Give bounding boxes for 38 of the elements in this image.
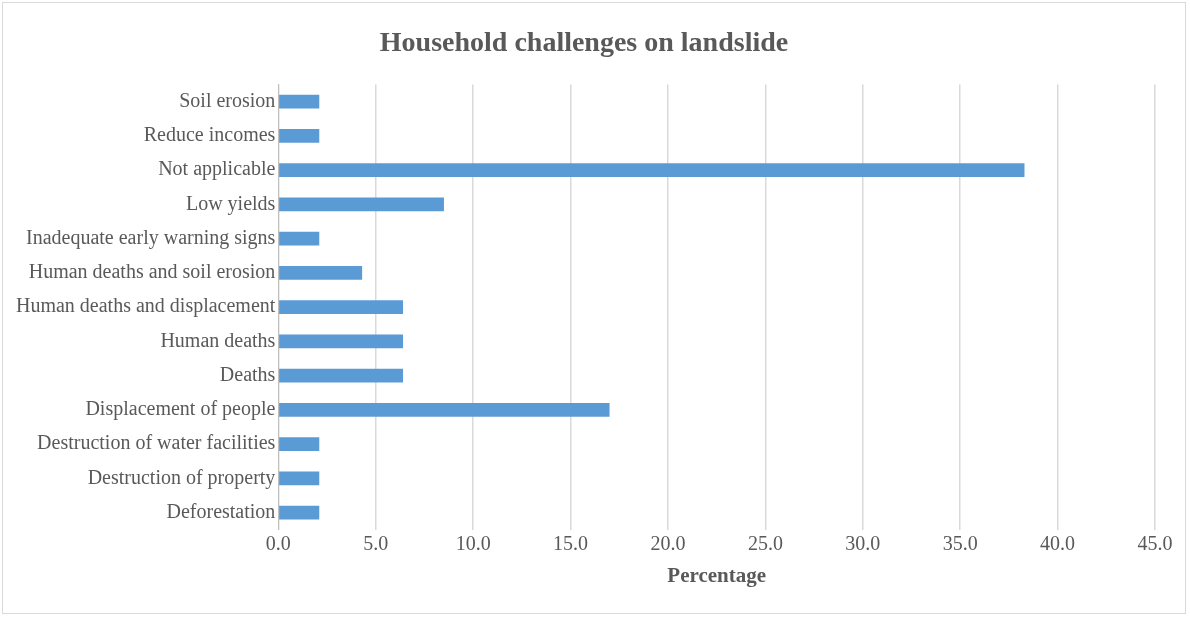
- y-tick-label: Human deaths and soil erosion: [28, 260, 276, 283]
- x-tick-label: 5.0: [363, 532, 389, 555]
- bar: [279, 437, 320, 452]
- y-tick-label: Deforestation: [166, 499, 276, 522]
- x-tick-label: 40.0: [1040, 532, 1076, 555]
- bar: [279, 403, 610, 417]
- bar: [279, 471, 320, 486]
- x-tick-label: 45.0: [1137, 532, 1173, 555]
- x-tick-label: 25.0: [747, 532, 783, 555]
- bar: [279, 505, 320, 520]
- bar: [279, 129, 320, 143]
- bar: [279, 368, 404, 383]
- y-tick-label: Displacement of people: [85, 397, 276, 421]
- y-tick-label: Deaths: [219, 362, 276, 385]
- bar: [279, 163, 1025, 178]
- y-tick-label: Human deaths: [160, 328, 276, 351]
- x-tick-label: 20.0: [650, 532, 686, 555]
- y-tick-label: Destruction of property: [87, 465, 276, 489]
- bar: [279, 334, 404, 349]
- x-axis-title: Percentage: [667, 562, 767, 587]
- bar: [279, 231, 320, 246]
- y-tick-label: Human deaths and displacement: [15, 294, 276, 318]
- bar: [279, 94, 320, 109]
- chart-title: Household challenges on landslide: [379, 26, 789, 58]
- bar: [279, 300, 404, 315]
- y-tick-label: Soil erosion: [179, 88, 276, 111]
- y-tick-label: Inadequate early warning signs: [26, 225, 276, 249]
- x-tick-label: 30.0: [845, 532, 881, 555]
- x-tick-label: 0.0: [265, 532, 291, 555]
- bar: [279, 197, 444, 212]
- y-tick-label: Not applicable: [158, 157, 276, 181]
- x-tick-label: 10.0: [455, 532, 491, 555]
- x-tick-label: 35.0: [942, 532, 978, 555]
- x-tick-label: 15.0: [553, 532, 589, 555]
- bar: [279, 266, 363, 280]
- y-tick-label: Low yields: [185, 191, 276, 215]
- y-tick-label: Reduce incomes: [143, 123, 276, 146]
- y-tick-label: Destruction of water facilities: [37, 431, 276, 454]
